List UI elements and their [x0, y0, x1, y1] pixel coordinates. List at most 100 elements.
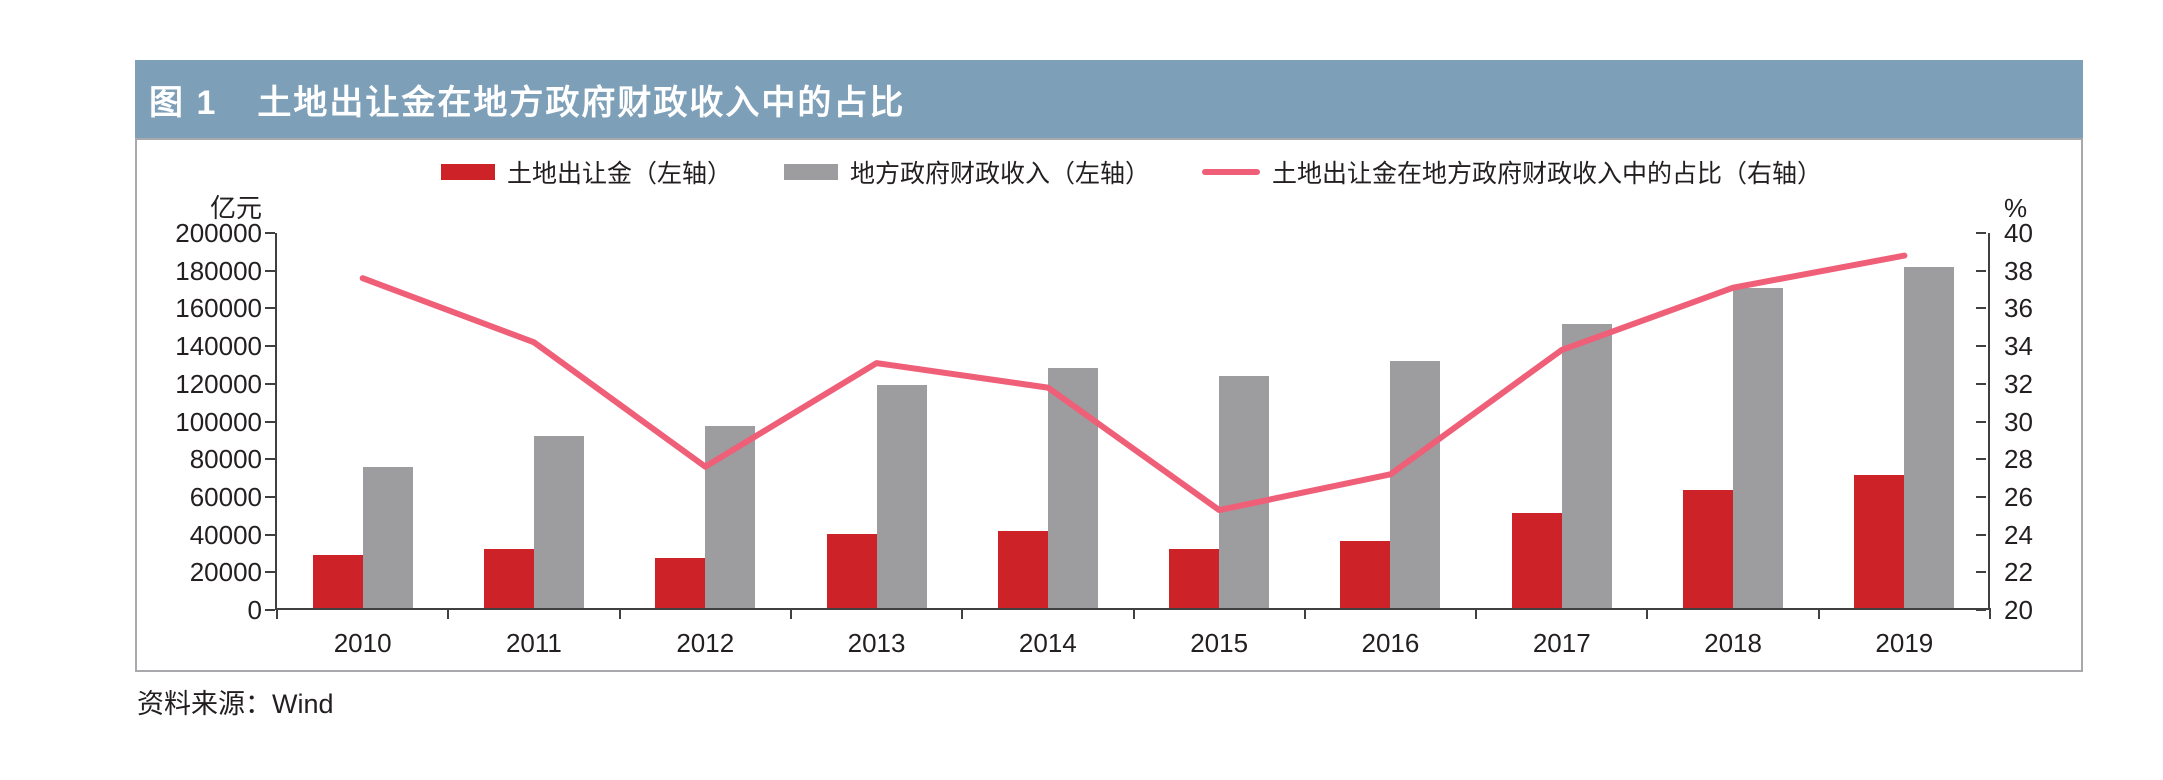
legend-bar-swatch — [783, 164, 838, 180]
left-axis-unit-label: 亿元 — [209, 193, 262, 223]
bar-fiscal-revenue — [533, 435, 584, 608]
left-axis-tick — [265, 609, 275, 611]
left-axis-tick — [265, 382, 275, 385]
bar-land-transfer-fee — [1511, 512, 1562, 608]
source-note: 资料来源：Wind — [137, 689, 334, 719]
chart-legend: 土地出让金（左轴） 地方政府财政收入（左轴） 土地出让金在地方政府财政收入中的占比（… — [275, 154, 1988, 190]
bar-land-transfer-fee — [1340, 541, 1391, 608]
right-axis-tick-label: 22 — [2004, 557, 2033, 588]
left-axis-tick-label: 60000 — [189, 481, 262, 512]
left-axis-tick — [265, 495, 275, 498]
x-axis-tick — [789, 608, 792, 619]
x-axis-tick — [1817, 608, 1820, 619]
left-axis-tick — [265, 571, 275, 574]
x-axis-tick — [447, 608, 450, 619]
bar-land-transfer-fee — [826, 534, 877, 608]
right-axis-tick — [1976, 571, 1986, 574]
x-axis-year-label: 2013 — [847, 628, 906, 658]
bar-fiscal-revenue — [1561, 324, 1612, 608]
ratio-line-path — [359, 252, 1908, 514]
left-axis-tick — [265, 269, 275, 272]
right-axis-unit-label: % — [2004, 193, 2028, 223]
x-axis-year-label: 2014 — [1018, 628, 1077, 658]
left-axis-tick-label: 200000 — [175, 218, 262, 248]
right-axis-tick-label: 20 — [2004, 595, 2033, 625]
right-axis-tick — [1976, 458, 1986, 461]
left-axis-tick — [265, 420, 275, 423]
right-axis-tick-label: 40 — [2004, 218, 2033, 248]
bar-land-transfer-fee — [1683, 490, 1734, 608]
legend-item-ratio: 土地出让金在地方政府财政收入中的占比（右轴） — [1202, 154, 1822, 190]
x-axis-year-label: 2017 — [1532, 628, 1591, 658]
bar-land-transfer-fee — [655, 558, 706, 608]
right-axis-tick — [1976, 382, 1986, 385]
left-axis-tick-label: 180000 — [175, 255, 262, 286]
right-axis-tick — [1976, 495, 1986, 498]
x-axis-year-label: 2012 — [676, 628, 735, 658]
plot-area: 亿元 % 0 20000 40000 60000 80000 100000 120000 14… — [175, 193, 2033, 658]
x-axis-year-label: 2018 — [1704, 628, 1762, 658]
bar-fiscal-revenue — [705, 426, 756, 608]
right-axis-tick-label: 38 — [2004, 255, 2033, 286]
bar-land-transfer-fee — [997, 531, 1048, 608]
x-axis-tick — [1475, 608, 1478, 619]
left-axis-tick-label: 80000 — [189, 444, 262, 475]
right-axis-tick — [1976, 420, 1986, 423]
bar-land-transfer-fee — [1169, 549, 1220, 608]
right-axis-tick-label: 26 — [2004, 481, 2033, 512]
legend-line-swatch — [1202, 169, 1260, 175]
left-axis-tick-label: 120000 — [175, 368, 262, 399]
right-axis-tick — [1976, 533, 1986, 536]
left-axis-tick — [265, 533, 275, 536]
left-axis-tick-label: 20000 — [189, 557, 262, 588]
left-axis-tick — [265, 458, 275, 461]
bar-fiscal-revenue — [1904, 266, 1955, 608]
x-axis-year-label: 2016 — [1361, 628, 1420, 658]
x-axis-tick — [961, 608, 964, 619]
x-axis-year-label: 2011 — [505, 628, 562, 658]
left-axis-tick-label: 40000 — [189, 519, 262, 550]
right-axis-tick-label: 32 — [2004, 368, 2033, 399]
x-axis-year-label: 2015 — [1190, 628, 1249, 658]
bar-fiscal-revenue — [1047, 367, 1098, 608]
x-axis-tick — [1132, 608, 1135, 619]
x-axis-year-label: 2010 — [333, 628, 392, 658]
x-axis-tick — [276, 608, 278, 619]
bar-land-transfer-fee — [1854, 475, 1905, 608]
figure-title-bar: 图 1 土地出让金在地方政府财政收入中的占比 — [135, 60, 2083, 138]
x-axis-tick — [1989, 608, 1991, 619]
figure-title: 土地出让金在地方政府财政收入中的占比 — [257, 83, 906, 122]
legend-label: 土地出让金（左轴） — [506, 160, 732, 188]
right-axis-line — [1988, 233, 1990, 610]
bar-fiscal-revenue — [1733, 287, 1784, 608]
legend-item-land-transfer-fee: 土地出让金（左轴） — [440, 154, 732, 190]
x-axis-tick — [1646, 608, 1649, 619]
right-axis-tick-label: 34 — [2004, 331, 2033, 362]
right-axis-tick-label: 24 — [2004, 519, 2033, 550]
x-axis-tick — [1303, 608, 1306, 619]
legend-item-fiscal-revenue: 地方政府财政收入（左轴） — [783, 154, 1150, 190]
figure-number: 图 1 — [149, 83, 218, 122]
right-axis-tick — [1976, 232, 1986, 234]
left-axis-tick — [265, 345, 275, 348]
right-axis-tick-label: 30 — [2004, 406, 2033, 437]
legend-label: 土地出让金在地方政府财政收入中的占比（右轴） — [1272, 160, 1823, 188]
legend-label: 地方政府财政收入（左轴） — [849, 160, 1150, 188]
left-axis-tick-label: 160000 — [175, 293, 262, 324]
right-axis-tick — [1976, 609, 1986, 611]
x-axis-tick — [618, 608, 621, 619]
right-axis-tick-label: 36 — [2004, 293, 2033, 324]
bar-fiscal-revenue — [876, 384, 927, 608]
bar-fiscal-revenue — [1219, 376, 1270, 608]
right-axis-tick-label: 28 — [2004, 444, 2033, 475]
bar-fiscal-revenue — [1390, 361, 1441, 608]
bar-fiscal-revenue — [362, 466, 413, 608]
legend-bar-swatch — [440, 164, 495, 180]
x-axis-year-label: 2019 — [1875, 628, 1934, 658]
right-axis-tick — [1976, 307, 1986, 310]
bar-land-transfer-fee — [312, 555, 363, 608]
left-axis-tick — [265, 307, 275, 310]
right-axis-tick — [1976, 269, 1986, 272]
left-axis-tick — [265, 232, 275, 234]
